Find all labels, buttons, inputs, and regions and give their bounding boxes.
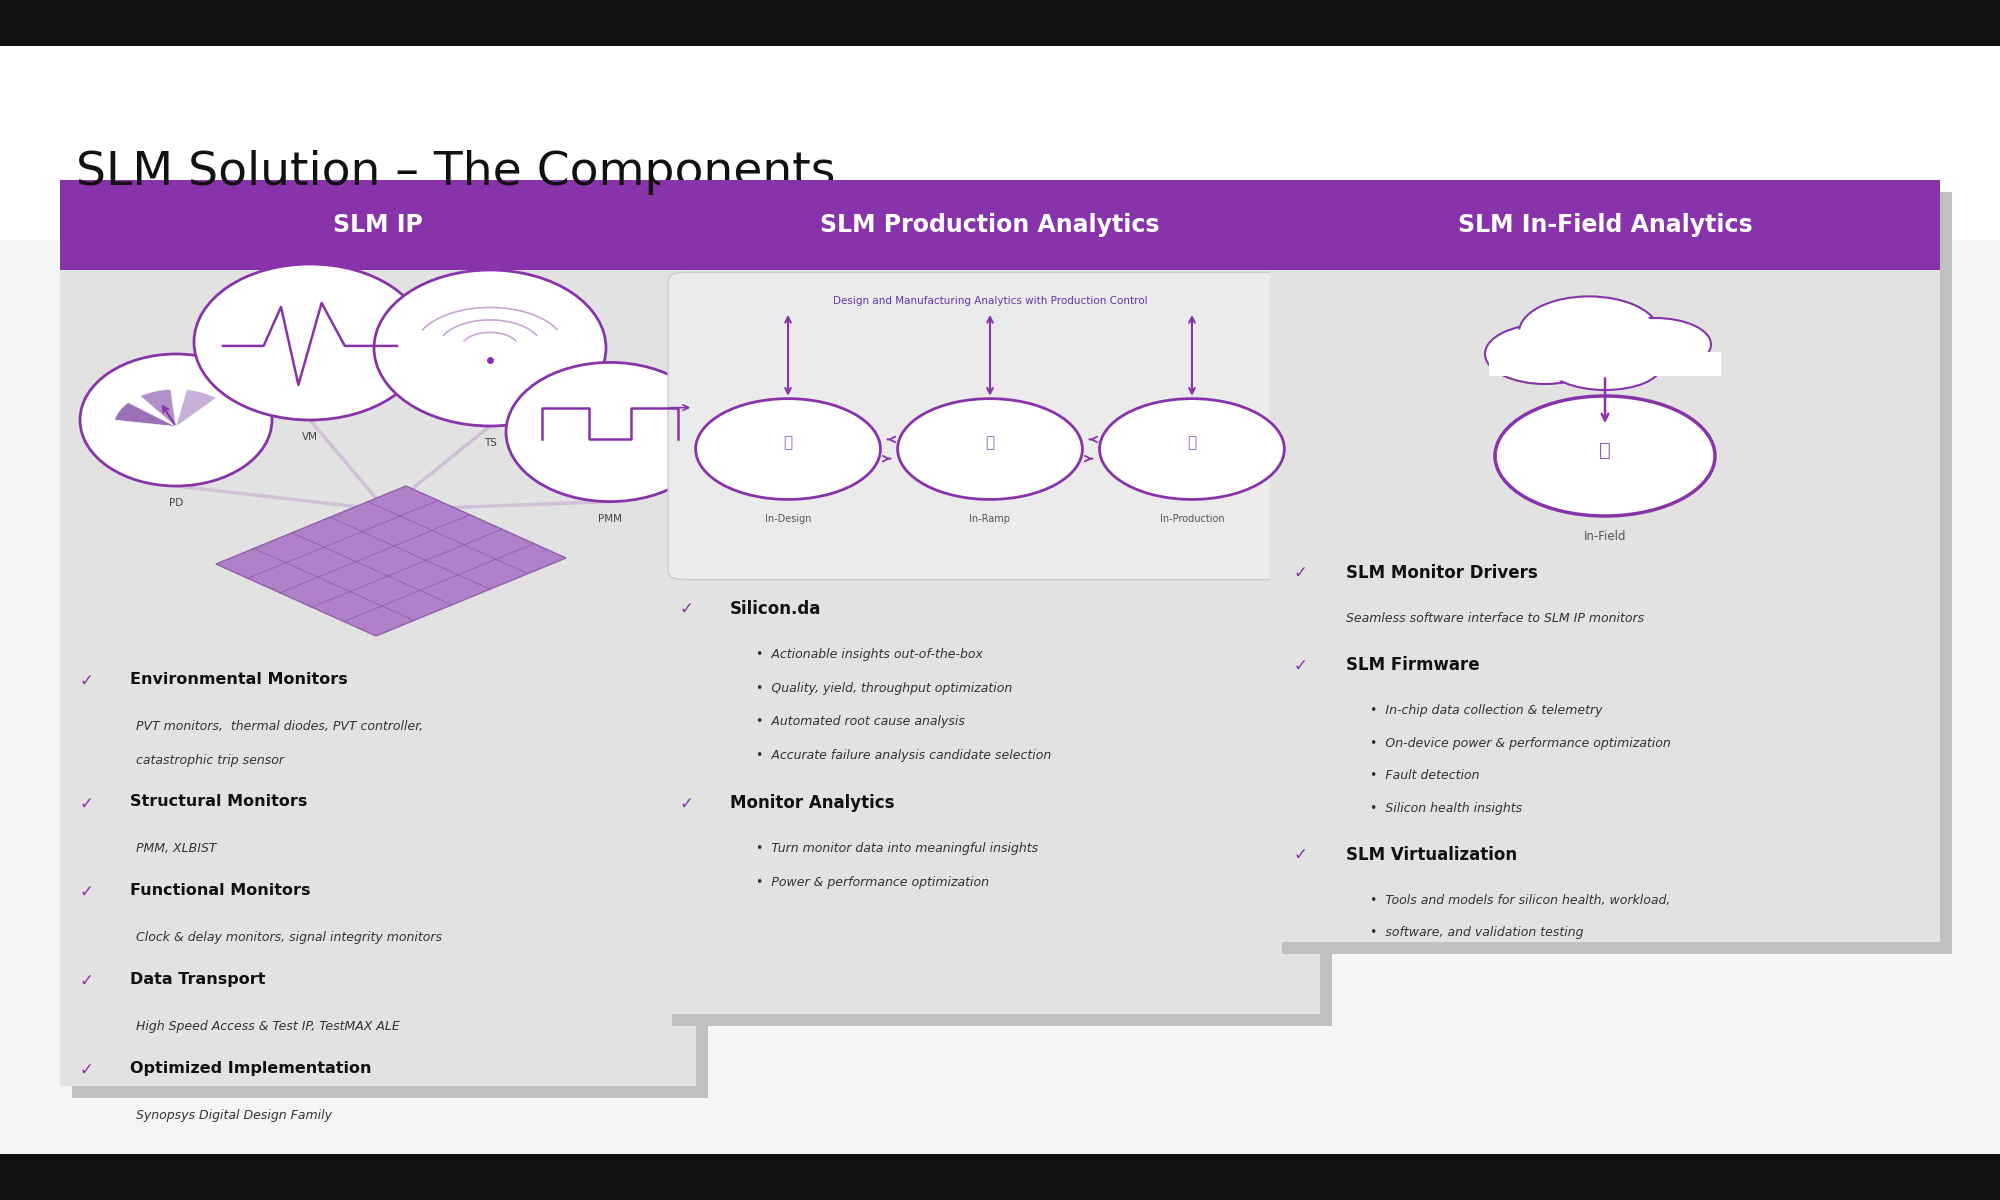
Text: High Speed Access & Test IP, TestMAX ALE: High Speed Access & Test IP, TestMAX ALE xyxy=(136,1020,400,1033)
Text: •  Accurate failure analysis candidate selection: • Accurate failure analysis candidate se… xyxy=(756,749,1052,762)
Text: ✓: ✓ xyxy=(680,794,694,812)
FancyBboxPatch shape xyxy=(0,0,2000,46)
Ellipse shape xyxy=(374,270,606,426)
Text: Design and Manufacturing Analytics with Production Control: Design and Manufacturing Analytics with … xyxy=(832,296,1148,306)
Text: •  Power & performance optimization: • Power & performance optimization xyxy=(756,876,988,889)
Text: In-Production: In-Production xyxy=(1160,514,1224,524)
Text: Data Transport: Data Transport xyxy=(130,972,266,988)
Text: •  Actionable insights out-of-the-box: • Actionable insights out-of-the-box xyxy=(756,648,982,661)
Text: ⧈: ⧈ xyxy=(1188,436,1196,450)
Text: Functional Monitors: Functional Monitors xyxy=(130,883,310,898)
Text: Structural Monitors: Structural Monitors xyxy=(130,794,308,810)
FancyBboxPatch shape xyxy=(1270,180,1940,270)
Ellipse shape xyxy=(1520,296,1660,368)
Text: ⧈: ⧈ xyxy=(1600,440,1610,460)
FancyBboxPatch shape xyxy=(0,46,2000,240)
Text: •  software, and validation testing: • software, and validation testing xyxy=(1370,926,1584,940)
Text: PMM, XLBIST: PMM, XLBIST xyxy=(136,842,216,856)
Text: SLM Virtualization: SLM Virtualization xyxy=(1346,846,1518,864)
FancyBboxPatch shape xyxy=(668,272,1312,580)
Text: Seamless software interface to SLM IP monitors: Seamless software interface to SLM IP mo… xyxy=(1346,612,1644,625)
Ellipse shape xyxy=(1488,326,1600,382)
Ellipse shape xyxy=(696,398,880,499)
FancyBboxPatch shape xyxy=(660,180,1320,1014)
FancyBboxPatch shape xyxy=(60,180,696,1086)
Text: ✓: ✓ xyxy=(1294,846,1308,864)
Ellipse shape xyxy=(1552,344,1656,388)
Polygon shape xyxy=(216,486,566,636)
Ellipse shape xyxy=(506,362,714,502)
Ellipse shape xyxy=(1600,318,1712,371)
Text: catastrophic trip sensor: catastrophic trip sensor xyxy=(136,754,284,767)
Text: •  In-chip data collection & telemetry: • In-chip data collection & telemetry xyxy=(1370,704,1602,718)
Text: VM: VM xyxy=(302,432,318,442)
Text: ✓: ✓ xyxy=(80,883,94,901)
Ellipse shape xyxy=(1604,320,1708,368)
Text: ✓: ✓ xyxy=(80,1061,94,1079)
Text: ⧈: ⧈ xyxy=(784,436,792,450)
Text: Silicon.da: Silicon.da xyxy=(730,600,822,618)
FancyBboxPatch shape xyxy=(1270,180,1940,942)
Text: SLM IP: SLM IP xyxy=(334,214,422,236)
Text: SLM Solution – The Components: SLM Solution – The Components xyxy=(76,150,836,194)
FancyBboxPatch shape xyxy=(0,1154,2000,1200)
Text: Clock & delay monitors, signal integrity monitors: Clock & delay monitors, signal integrity… xyxy=(136,931,442,944)
Wedge shape xyxy=(140,389,176,426)
Ellipse shape xyxy=(1100,398,1284,499)
Text: ✓: ✓ xyxy=(80,672,94,690)
FancyBboxPatch shape xyxy=(672,192,1332,1026)
FancyBboxPatch shape xyxy=(1282,192,1952,954)
Text: In-Design: In-Design xyxy=(764,514,812,524)
Text: Environmental Monitors: Environmental Monitors xyxy=(130,672,348,686)
Text: ⧈: ⧈ xyxy=(986,436,994,450)
Ellipse shape xyxy=(194,264,426,420)
Ellipse shape xyxy=(1496,396,1716,516)
Text: PMM: PMM xyxy=(598,514,622,523)
Wedge shape xyxy=(176,390,216,426)
Text: •  Silicon health insights: • Silicon health insights xyxy=(1370,802,1522,815)
Text: ✓: ✓ xyxy=(80,794,94,812)
Text: Monitor Analytics: Monitor Analytics xyxy=(730,794,894,812)
FancyBboxPatch shape xyxy=(0,46,2000,1154)
Text: In-Field: In-Field xyxy=(1584,530,1626,544)
Text: TS: TS xyxy=(484,438,496,448)
Ellipse shape xyxy=(1484,324,1604,384)
Ellipse shape xyxy=(80,354,272,486)
Text: •  Tools and models for silicon health, workload,: • Tools and models for silicon health, w… xyxy=(1370,894,1670,907)
Ellipse shape xyxy=(898,398,1082,499)
Text: SLM Production Analytics: SLM Production Analytics xyxy=(820,214,1160,236)
Text: ✓: ✓ xyxy=(1294,656,1308,674)
Text: Synopsys Digital Design Family: Synopsys Digital Design Family xyxy=(136,1109,332,1122)
FancyBboxPatch shape xyxy=(60,180,696,270)
Text: PD: PD xyxy=(168,498,184,508)
Text: SLM In-Field Analytics: SLM In-Field Analytics xyxy=(1458,214,1752,236)
FancyBboxPatch shape xyxy=(72,192,708,1098)
Ellipse shape xyxy=(1524,299,1656,366)
Wedge shape xyxy=(114,402,176,426)
Text: Optimized Implementation: Optimized Implementation xyxy=(130,1061,372,1076)
Text: ✓: ✓ xyxy=(1294,564,1308,582)
Text: •  Automated root cause analysis: • Automated root cause analysis xyxy=(756,715,964,728)
Text: ✓: ✓ xyxy=(80,972,94,990)
Text: SLM Monitor Drivers: SLM Monitor Drivers xyxy=(1346,564,1538,582)
FancyBboxPatch shape xyxy=(1488,352,1720,376)
Text: In-Ramp: In-Ramp xyxy=(970,514,1010,524)
FancyBboxPatch shape xyxy=(660,180,1320,270)
Text: ✓: ✓ xyxy=(680,600,694,618)
Text: •  On-device power & performance optimization: • On-device power & performance optimiza… xyxy=(1370,737,1670,750)
Text: •  Turn monitor data into meaningful insights: • Turn monitor data into meaningful insi… xyxy=(756,842,1038,856)
Ellipse shape xyxy=(1548,342,1660,390)
Text: •  Fault detection: • Fault detection xyxy=(1370,769,1480,782)
Text: •  Quality, yield, throughput optimization: • Quality, yield, throughput optimizatio… xyxy=(756,682,1012,695)
Text: PVT monitors,  thermal diodes, PVT controller,: PVT monitors, thermal diodes, PVT contro… xyxy=(136,720,424,733)
Text: SLM Firmware: SLM Firmware xyxy=(1346,656,1480,674)
